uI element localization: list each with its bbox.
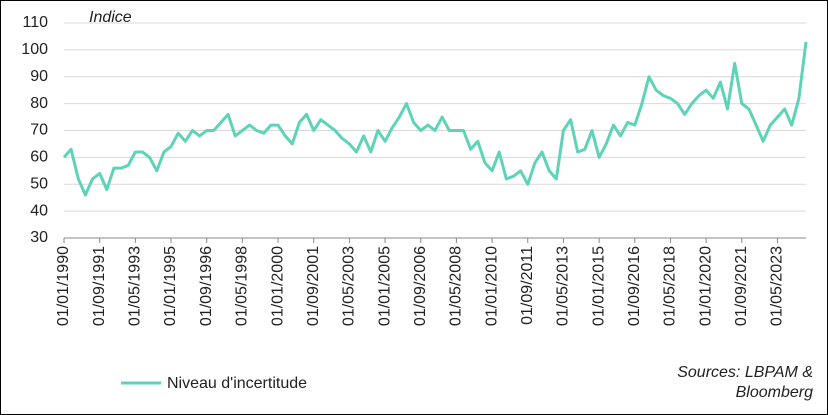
x-tick-label: 01/09/2016 xyxy=(626,246,643,326)
x-tick-label: 01/05/2003 xyxy=(341,246,358,326)
y-tick-label: 60 xyxy=(30,149,48,166)
x-tick-label: 01/09/2006 xyxy=(412,246,429,326)
x-tick-label: 01/01/2005 xyxy=(376,246,393,326)
x-tick-label: 01/01/2020 xyxy=(697,246,714,326)
x-tick-label: 01/01/2010 xyxy=(483,246,500,326)
x-tick-label: 01/09/2011 xyxy=(519,246,536,325)
y-tick-label: 110 xyxy=(22,14,48,31)
x-tick-label: 01/05/2023 xyxy=(769,246,786,326)
x-tick-label: 01/01/2000 xyxy=(269,246,286,326)
y-tick-label: 80 xyxy=(30,95,48,112)
x-tick-label: 01/05/1998 xyxy=(234,246,251,326)
y-axis-label: Indice xyxy=(89,9,132,26)
x-tick-label: 01/05/2013 xyxy=(555,246,572,326)
y-tick-label: 100 xyxy=(21,41,48,58)
x-tick-label: 01/09/2001 xyxy=(305,246,322,326)
y-tick-label: 30 xyxy=(30,229,48,246)
x-tick-label: 01/05/1993 xyxy=(127,246,144,326)
x-tick-label: 01/01/1990 xyxy=(55,246,72,326)
x-tick-label: 01/09/1991 xyxy=(91,246,108,326)
y-tick-label: 40 xyxy=(30,202,48,219)
x-tick-label: 01/09/1996 xyxy=(198,246,215,326)
x-tick-label: 01/05/2008 xyxy=(448,246,465,326)
legend-label: Niveau d'incertitude xyxy=(167,375,307,392)
y-tick-label: 50 xyxy=(30,175,48,192)
y-tick-label: 70 xyxy=(30,122,48,139)
x-tick-label: 01/01/1995 xyxy=(162,246,179,326)
y-tick-label: 90 xyxy=(30,68,48,85)
x-tick-label: 01/05/2018 xyxy=(662,246,679,326)
data-line xyxy=(62,41,808,197)
source-note: Sources: LBPAM & Bloomberg xyxy=(677,364,813,401)
x-tick-label: 01/01/2015 xyxy=(590,246,607,326)
x-tick-label: 01/09/2021 xyxy=(733,246,750,326)
